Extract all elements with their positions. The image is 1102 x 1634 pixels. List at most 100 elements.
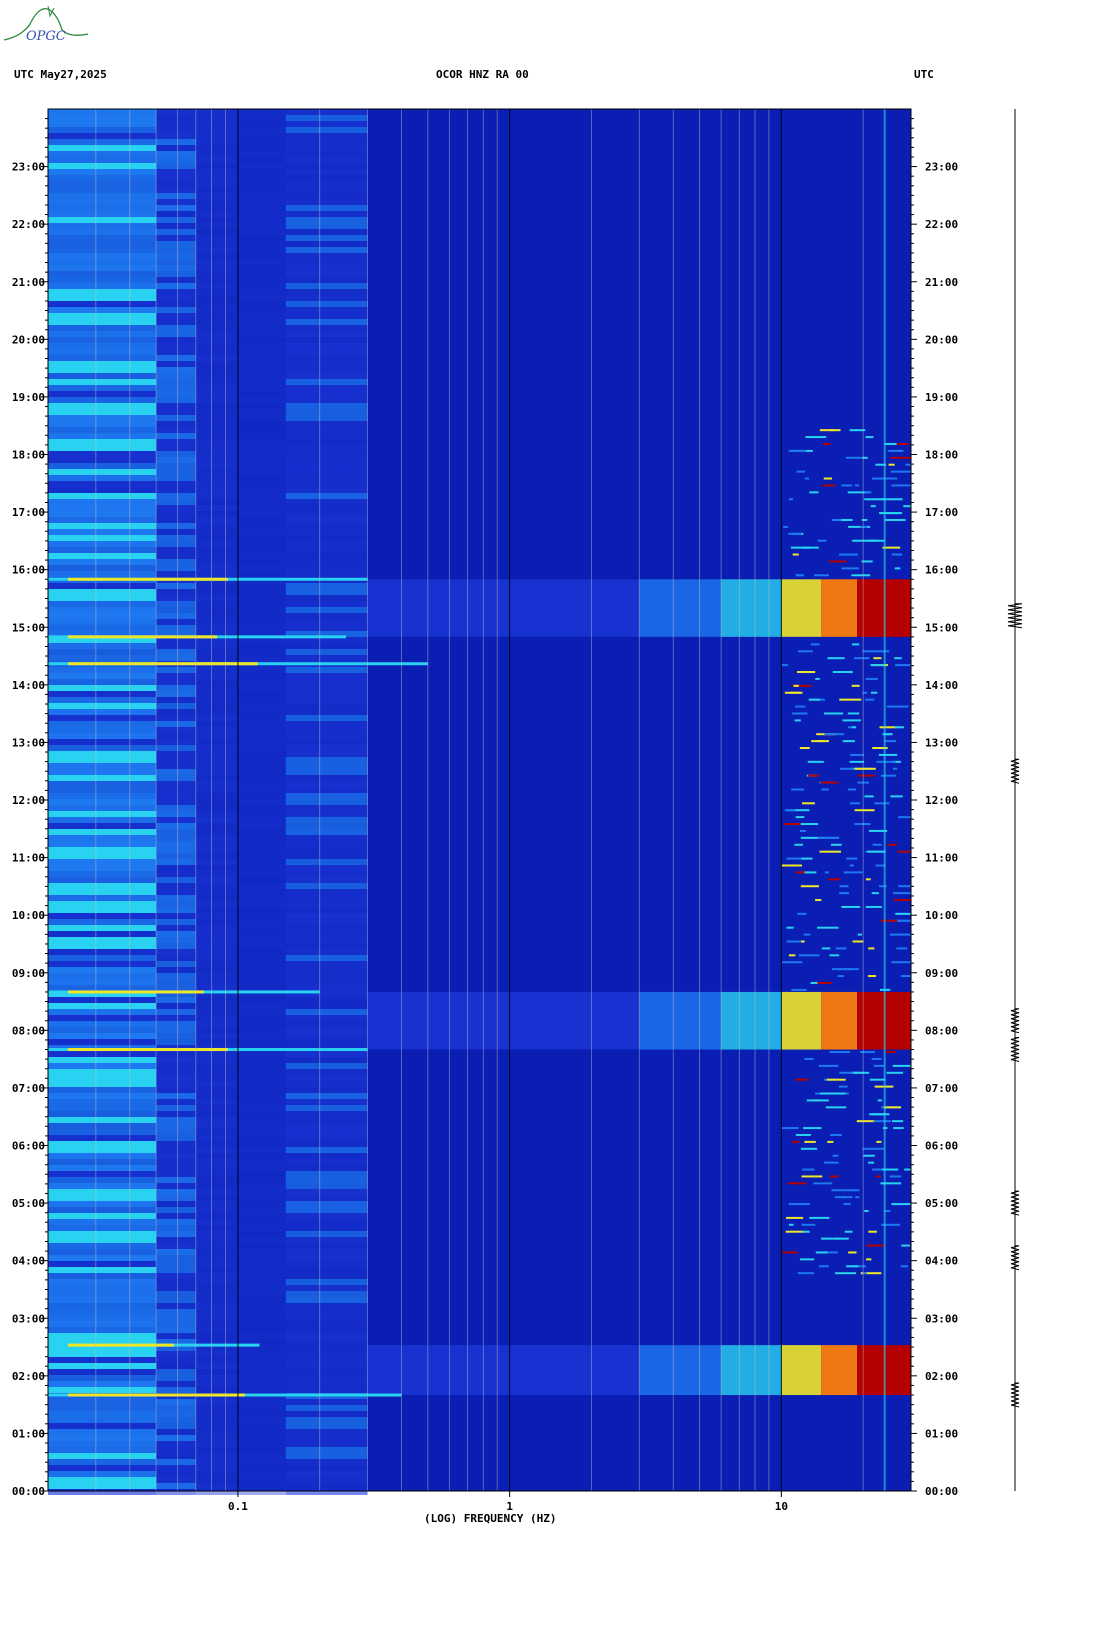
heatmap-cell bbox=[156, 751, 196, 757]
heatmap-cell bbox=[156, 571, 196, 577]
speckle bbox=[844, 1230, 853, 1233]
heatmap-cell bbox=[195, 733, 238, 739]
heatmap-cell bbox=[48, 373, 157, 379]
heatmap-cell bbox=[48, 1291, 157, 1297]
heatmap-cell bbox=[195, 835, 238, 841]
heatmap-cell bbox=[48, 1207, 157, 1213]
heatmap-cell bbox=[156, 1255, 196, 1261]
heatmap-cell bbox=[156, 355, 196, 361]
heatmap-cell bbox=[48, 859, 157, 865]
heatmap-cell bbox=[195, 853, 238, 859]
y-tick-label: 02:00 bbox=[12, 1370, 45, 1383]
speckle bbox=[791, 1140, 800, 1143]
heatmap-cell bbox=[195, 763, 238, 769]
heatmap-cell bbox=[285, 709, 368, 715]
heatmap-cell bbox=[156, 1297, 196, 1303]
speckle bbox=[817, 539, 827, 542]
heatmap-cell bbox=[285, 667, 368, 673]
heatmap-cell bbox=[237, 805, 286, 811]
heatmap-cell bbox=[237, 739, 286, 745]
speckle bbox=[871, 892, 879, 895]
speckle bbox=[849, 760, 865, 763]
heatmap-cell bbox=[285, 1213, 368, 1219]
heatmap-cell bbox=[195, 277, 238, 283]
heatmap-cell bbox=[48, 1069, 157, 1075]
heatmap-cell bbox=[156, 349, 196, 355]
heatmap-cell bbox=[48, 613, 157, 619]
heatmap-cell bbox=[156, 391, 196, 397]
heatmap-cell bbox=[48, 1423, 157, 1429]
heatmap-cell bbox=[237, 157, 286, 163]
heatmap-cell bbox=[237, 1057, 286, 1063]
heatmap-cell bbox=[156, 1459, 196, 1465]
heatmap-cell bbox=[48, 1219, 157, 1225]
heatmap-cell bbox=[237, 1003, 286, 1009]
heatmap-cell bbox=[195, 505, 238, 511]
speckle bbox=[830, 843, 842, 846]
heatmap-cell bbox=[195, 685, 238, 691]
heatmap-cell bbox=[237, 781, 286, 787]
speckle bbox=[813, 1182, 833, 1185]
heatmap-cell bbox=[237, 343, 286, 349]
heatmap-cell bbox=[237, 649, 286, 655]
speckle bbox=[847, 491, 870, 494]
heatmap-cell bbox=[48, 607, 157, 613]
heatmap-cell bbox=[285, 151, 368, 157]
heatmap-cell bbox=[237, 229, 286, 235]
heatmap-cell bbox=[195, 1123, 238, 1129]
heatmap-cell bbox=[48, 931, 157, 937]
heatmap-cell bbox=[285, 817, 368, 823]
heatmap-cell bbox=[285, 1009, 368, 1015]
speckle bbox=[861, 1051, 876, 1054]
heatmap-cell bbox=[195, 1129, 238, 1135]
event-line-core bbox=[68, 577, 228, 581]
heatmap-cell bbox=[237, 313, 286, 319]
heatmap-cell bbox=[156, 223, 196, 229]
heatmap-cell bbox=[285, 1483, 368, 1489]
heatmap-cell bbox=[237, 1087, 286, 1093]
heatmap-cell bbox=[237, 991, 286, 997]
heatmap-cell bbox=[237, 199, 286, 205]
heatmap-cell bbox=[285, 997, 368, 1003]
speckle bbox=[884, 518, 906, 521]
heatmap-cell bbox=[156, 1213, 196, 1219]
speckle bbox=[844, 1189, 860, 1192]
heatmap-cell bbox=[285, 1243, 368, 1249]
heatmap-cell bbox=[48, 1387, 157, 1393]
speckle bbox=[879, 726, 898, 729]
heatmap-cell bbox=[195, 1321, 238, 1327]
heatmap-cell bbox=[285, 643, 368, 649]
opgc-logo: OPGC bbox=[3, 5, 89, 44]
speckle bbox=[851, 684, 860, 687]
speckle bbox=[839, 885, 849, 888]
heatmap-cell bbox=[48, 967, 157, 973]
heatmap-cell bbox=[156, 757, 196, 763]
heatmap-cell bbox=[237, 859, 286, 865]
heatmap-cell bbox=[48, 1087, 157, 1093]
heatmap-cell bbox=[237, 1207, 286, 1213]
speckle bbox=[818, 836, 840, 839]
speckle bbox=[822, 442, 831, 445]
heatmap-cell bbox=[285, 193, 368, 199]
heatmap-cell bbox=[156, 163, 196, 169]
heatmap-cell bbox=[48, 1183, 157, 1189]
speckle bbox=[869, 1078, 886, 1081]
heatmap-cell bbox=[285, 247, 368, 253]
heatmap-cell bbox=[48, 1033, 157, 1039]
heatmap-cell bbox=[237, 1303, 286, 1309]
heatmap-cell bbox=[285, 307, 368, 313]
heatmap-cell bbox=[195, 1213, 238, 1219]
heatmap-cell bbox=[285, 451, 368, 457]
heatmap-cell bbox=[195, 631, 238, 637]
heatmap-cell bbox=[285, 1249, 368, 1255]
heatmap-cell bbox=[156, 811, 196, 817]
heatmap-cell bbox=[285, 913, 368, 919]
y-tick-label: 15:00 bbox=[12, 621, 45, 634]
heatmap-cell bbox=[195, 697, 238, 703]
speckle bbox=[829, 1051, 851, 1054]
heatmap-cell bbox=[285, 1309, 368, 1315]
y-tick-label-right: 13:00 bbox=[925, 736, 958, 749]
event-band bbox=[781, 579, 822, 637]
heatmap-cell bbox=[195, 1381, 238, 1387]
heatmap-cell bbox=[285, 391, 368, 397]
